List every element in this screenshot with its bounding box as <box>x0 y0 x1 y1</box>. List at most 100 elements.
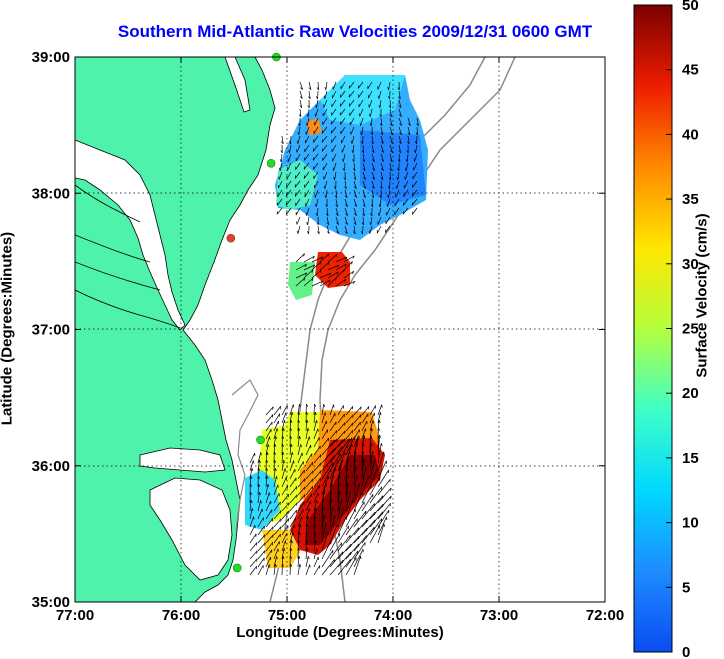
velocity-vector <box>353 429 360 440</box>
velocity-vector-head <box>339 466 342 471</box>
velocity-vector-head <box>387 86 389 90</box>
velocity-vector <box>369 511 384 528</box>
velocity-vector <box>329 453 341 472</box>
velocity-vector <box>389 144 393 153</box>
velocity-vector-head <box>399 132 402 135</box>
velocity-vector <box>329 404 334 416</box>
velocity-vector <box>281 405 288 416</box>
velocity-vector <box>368 90 373 99</box>
velocity-vector <box>333 162 337 171</box>
velocity-vector-head <box>362 450 365 454</box>
velocity-vector-head <box>351 406 354 410</box>
velocity-vector <box>316 207 319 217</box>
velocity-vector <box>348 81 355 89</box>
velocity-vector <box>378 207 382 216</box>
velocity-vector-head <box>315 507 317 512</box>
velocity-vector <box>289 563 291 576</box>
velocity-vector <box>281 540 286 552</box>
velocity-vector-head <box>285 540 287 544</box>
velocity-vector <box>359 108 364 117</box>
velocity-vector <box>388 189 391 198</box>
velocity-vector <box>362 189 366 198</box>
velocity-vector <box>297 509 304 520</box>
velocity-vector-head <box>378 105 381 109</box>
velocity-vector-head <box>360 406 362 410</box>
velocity-vector <box>344 189 348 198</box>
velocity-vector-head <box>354 466 357 470</box>
velocity-vector-head <box>389 159 393 162</box>
velocity-vector-head <box>327 262 330 266</box>
velocity-vector <box>306 117 310 126</box>
velocity-vector <box>327 264 340 271</box>
velocity-vector <box>361 126 364 135</box>
velocity-vector-head <box>405 159 408 163</box>
velocity-vector-head <box>251 508 254 512</box>
velocity-vector <box>281 452 284 464</box>
velocity-vector <box>305 420 308 432</box>
velocity-vector <box>345 535 360 552</box>
y-tick-label: 35:00 <box>32 594 70 611</box>
velocity-vector-head <box>272 406 274 410</box>
velocity-vector <box>335 225 340 234</box>
velocity-vector-head <box>258 467 261 471</box>
velocity-vector-head <box>303 277 306 281</box>
station-marker <box>232 563 242 573</box>
velocity-vector-head <box>336 264 340 268</box>
velocity-vector-head <box>414 149 416 153</box>
velocity-vector-head <box>250 491 253 495</box>
velocity-vector <box>353 475 358 496</box>
velocity-vector <box>249 500 252 512</box>
velocity-vector <box>321 438 329 448</box>
velocity-vector <box>297 444 302 456</box>
velocity-vector-head <box>291 412 294 416</box>
velocity-vector-head <box>327 475 330 480</box>
velocity-vector <box>337 452 346 472</box>
x-tick-label: 76:00 <box>162 607 200 624</box>
velocity-vector <box>344 198 348 207</box>
velocity-vector-head <box>346 466 349 470</box>
velocity-vector-head <box>333 404 335 408</box>
velocity-vector <box>369 434 371 456</box>
colorbar-tick-label: 40 <box>682 126 699 143</box>
velocity-vector <box>323 171 328 180</box>
velocity-vector-head <box>344 186 347 190</box>
velocity-vector-head <box>326 222 330 226</box>
velocity-vector-head <box>280 518 282 522</box>
velocity-vector <box>295 153 301 162</box>
velocity-vector <box>329 439 344 456</box>
velocity-vector-head <box>378 427 381 431</box>
velocity-vector-head <box>407 141 410 145</box>
velocity-vector-head <box>390 132 393 135</box>
velocity-vector-head <box>356 443 358 447</box>
velocity-vector <box>329 507 333 528</box>
velocity-vector-head <box>280 526 282 530</box>
velocity-vector <box>344 216 348 225</box>
velocity-vector <box>321 540 332 560</box>
velocity-vector <box>377 216 382 225</box>
colorbar-tick-label: 50 <box>682 0 699 14</box>
velocity-vector <box>304 153 310 161</box>
velocity-vector-head <box>363 195 366 198</box>
velocity-vector <box>402 207 409 215</box>
velocity-vector-head <box>264 550 266 554</box>
velocity-vector-head <box>413 158 415 162</box>
velocity-vector-head <box>378 212 380 216</box>
velocity-vector <box>297 478 306 488</box>
velocity-vector <box>329 515 336 536</box>
velocity-vector-head <box>299 403 301 408</box>
velocity-vector-head <box>324 412 327 416</box>
velocity-vector-head <box>290 547 293 551</box>
velocity-vector-head <box>390 487 392 491</box>
velocity-vector-head <box>362 168 366 171</box>
velocity-vector <box>353 501 365 520</box>
velocity-vector <box>249 558 258 568</box>
velocity-vector <box>340 90 346 98</box>
velocity-vector <box>337 422 346 432</box>
velocity-vector-head <box>344 231 348 234</box>
velocity-vector <box>303 264 315 271</box>
velocity-vector-head <box>370 442 373 446</box>
velocity-vector-head <box>282 427 285 431</box>
velocity-vector <box>416 117 419 126</box>
velocity-vector-head <box>351 443 353 447</box>
velocity-vector-head <box>354 450 357 454</box>
